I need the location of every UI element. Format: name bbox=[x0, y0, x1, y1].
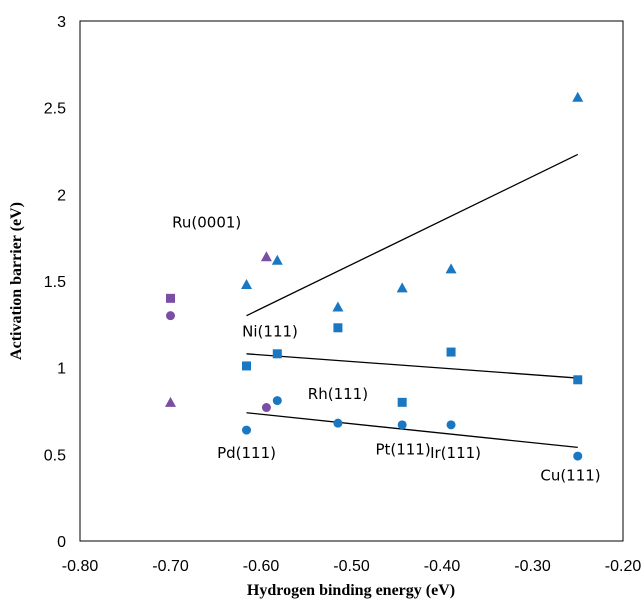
y-tick-label: 0 bbox=[57, 534, 66, 551]
data-point-circle bbox=[166, 311, 175, 321]
data-point-circle bbox=[446, 420, 456, 430]
x-axis-label: Hydrogen binding energy (eV) bbox=[247, 582, 455, 599]
data-point-triangle bbox=[332, 301, 344, 312]
data-point-circle bbox=[242, 425, 252, 435]
data-point-square bbox=[242, 361, 252, 371]
trendline bbox=[246, 353, 578, 379]
x-tick-label: -0.40 bbox=[424, 558, 461, 575]
y-tick-label: 2 bbox=[57, 187, 66, 204]
x-tick-label: -0.30 bbox=[514, 558, 551, 575]
surface-label: Ir(111) bbox=[430, 444, 481, 462]
trendline bbox=[246, 153, 579, 317]
y-axis-label: Activation barrier (eV) bbox=[8, 202, 25, 360]
x-tick-label: -0.70 bbox=[152, 558, 189, 575]
data-point-triangle bbox=[572, 91, 584, 102]
x-tick-label: -0.20 bbox=[605, 558, 641, 575]
data-point-square bbox=[166, 293, 175, 303]
data-point-square bbox=[573, 375, 583, 385]
surface-label: Ru(0001) bbox=[172, 213, 241, 231]
surface-label: Pt(111) bbox=[375, 440, 430, 458]
annotations: Ru(0001) Ni(111) Rh(111) Pd(111) Pt(111) Ir(1… bbox=[172, 213, 601, 484]
data-point-square bbox=[272, 349, 282, 359]
data-point-circle bbox=[397, 420, 407, 430]
data-point-triangle bbox=[165, 396, 176, 407]
data-point-triangle bbox=[445, 263, 457, 274]
y-tick-label: 0.5 bbox=[44, 447, 66, 464]
data-point-circle bbox=[573, 451, 583, 461]
plot-frame bbox=[79, 20, 624, 542]
data-point-circle bbox=[272, 396, 282, 406]
surface-label: Rh(111) bbox=[308, 385, 368, 403]
trendlines bbox=[246, 153, 579, 449]
x-tick-label: -0.60 bbox=[243, 558, 280, 575]
x-tick-labels: -0.80 -0.70 -0.60 -0.50 -0.40 -0.30 -0.20 bbox=[62, 558, 641, 575]
surface-label: Cu(111) bbox=[540, 466, 600, 484]
y-tick-labels: 0 0.5 1 1.5 2 2.5 3 bbox=[44, 14, 66, 551]
surface-label: Pd(111) bbox=[217, 444, 276, 462]
data-point-triangle bbox=[241, 278, 253, 289]
data-point-circle bbox=[261, 403, 271, 413]
x-tick-label: -0.50 bbox=[333, 558, 370, 575]
y-tick-label: 1 bbox=[57, 361, 66, 378]
y-tick-label: 2.5 bbox=[44, 101, 66, 118]
surface-label: Ni(111) bbox=[242, 322, 298, 340]
data-point-triangle bbox=[396, 282, 408, 293]
data-point-square bbox=[446, 347, 456, 357]
trendline bbox=[246, 412, 578, 449]
data-point-triangle bbox=[271, 254, 283, 265]
x-tick-label: -0.80 bbox=[62, 558, 99, 575]
y-tick-label: 3 bbox=[57, 14, 66, 31]
data-point-square bbox=[397, 397, 407, 407]
y-tick-label: 1.5 bbox=[44, 274, 66, 291]
data-point-circle bbox=[333, 418, 343, 428]
data-point-triangle bbox=[260, 251, 272, 262]
data-point-square bbox=[333, 323, 343, 333]
data-points bbox=[165, 91, 584, 461]
